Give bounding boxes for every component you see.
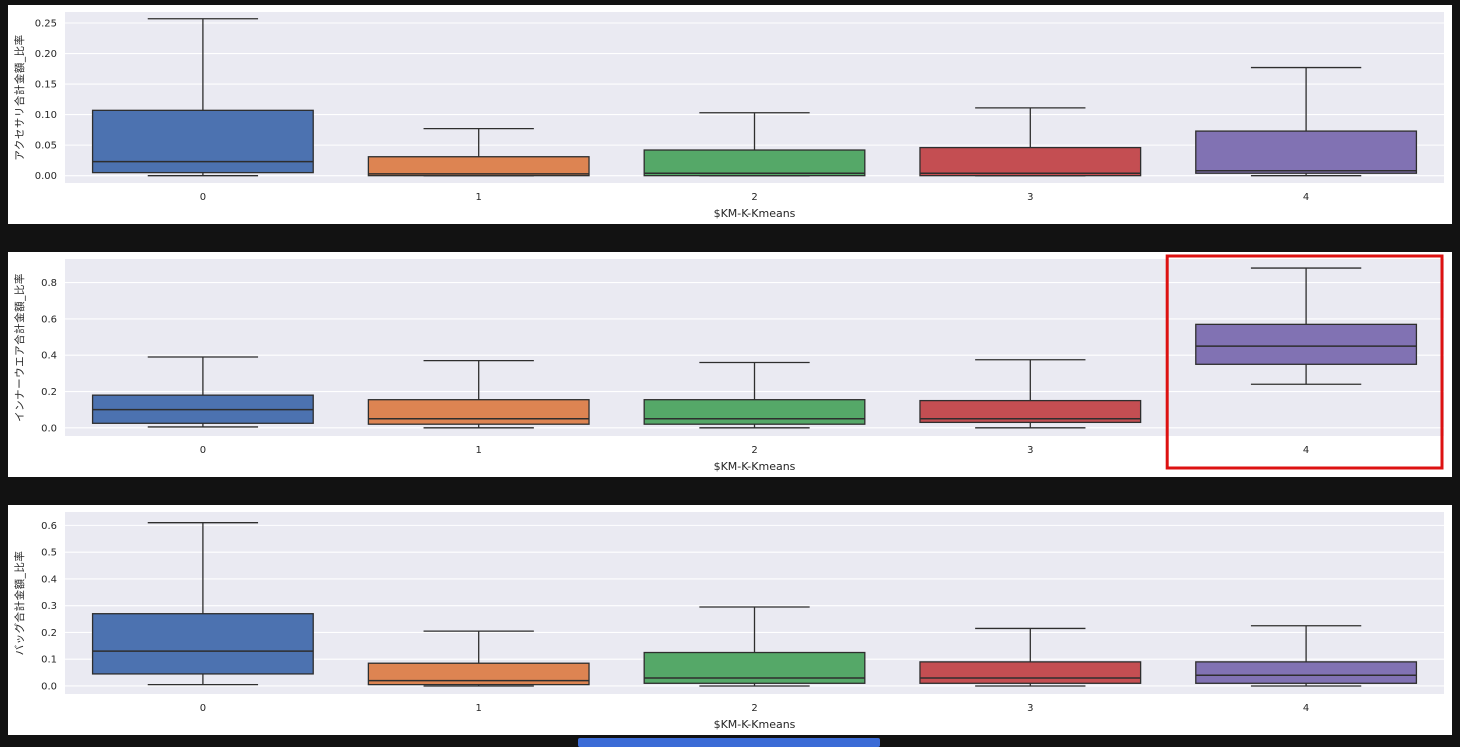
y-tick-label: 0.0 [41,681,57,692]
y-tick-label: 0.25 [35,18,57,29]
x-tick-label: 3 [1027,445,1033,456]
x-tick-label: 3 [1027,192,1033,203]
x-tick-label: 3 [1027,703,1033,714]
chart-panel-bag-ratio: 0.0 0.1 0.2 0.3 0.4 0.5 0.6 0 1 2 3 4 $KM-K-Kmeans バッ… [8,505,1452,735]
y-tick-label: 0.05 [35,141,57,152]
y-tick-label: 0.00 [35,171,57,182]
x-tick-label: 2 [751,192,757,203]
x-tick-label: 4 [1303,445,1309,456]
y-tick-label: 0.0 [41,423,57,434]
y-tick-label: 0.8 [41,278,57,289]
y-tick-label: 0.10 [35,110,57,121]
x-axis-label: $KM-K-Kmeans [714,207,796,220]
highlight-rect [1165,254,1444,470]
boxplot-accessory-ratio: 0.00 0.05 0.10 0.15 0.20 0.25 0 1 2 3 4 $KM-K-Kmean… [13,12,1444,220]
y-tick-label: 0.4 [41,574,57,585]
y-axis-label: アクセサリ合計金額_比率 [13,34,26,160]
chart-panel-innerwear-ratio: 0.0 0.2 0.4 0.6 0.8 0 1 2 3 4 $KM-K-Kmeans インナーウエア合… [8,252,1452,477]
box [1195,323,1418,365]
y-tick-label: 0.2 [41,387,57,398]
x-tick-label: 2 [751,445,757,456]
y-tick-label: 0.4 [41,351,57,362]
box [91,613,314,675]
y-tick-label: 0.1 [41,655,57,666]
chart-panel-accessory-ratio: 0.00 0.05 0.10 0.15 0.20 0.25 0 1 2 3 4 $KM-K-Kmean… [8,5,1452,224]
y-tick-label: 0.6 [41,314,57,325]
box [919,399,1142,424]
y-tick-label: 0.15 [35,80,57,91]
x-tick-label: 1 [476,703,482,714]
x-tick-label: 4 [1303,703,1309,714]
x-tick-label: 0 [200,445,206,456]
box [367,156,590,177]
box [1195,661,1418,684]
x-tick-label: 4 [1303,192,1309,203]
box [919,661,1142,684]
boxplot-bag-ratio: 0.0 0.1 0.2 0.3 0.4 0.5 0.6 0 1 2 3 4 $KM-K-Kmeans バッ… [13,512,1444,731]
y-tick-label: 0.5 [41,548,57,559]
box [919,146,1142,177]
y-axis-label: バッグ合計金額_比率 [13,551,26,656]
x-tick-label: 1 [476,445,482,456]
x-tick-label: 1 [476,192,482,203]
box [643,149,866,177]
x-tick-label: 2 [751,703,757,714]
y-tick-label: 0.3 [41,601,57,612]
boxplot-innerwear-ratio: 0.0 0.2 0.4 0.6 0.8 0 1 2 3 4 $KM-K-Kmeans インナーウエア合… [13,254,1444,473]
x-tick-label: 0 [200,192,206,203]
box [1195,130,1418,174]
y-axis-label: インナーウエア合計金額_比率 [13,273,26,422]
box [367,399,590,425]
box [91,109,314,174]
y-tick-label: 0.20 [35,49,57,60]
box [367,662,590,686]
x-axis-label: $KM-K-Kmeans [714,460,796,473]
horizontal-scrollbar-thumb[interactable] [578,738,880,747]
box [643,399,866,425]
y-tick-label: 0.2 [41,628,57,639]
x-tick-label: 0 [200,703,206,714]
x-axis-label: $KM-K-Kmeans [714,718,796,731]
y-tick-label: 0.6 [41,521,57,532]
